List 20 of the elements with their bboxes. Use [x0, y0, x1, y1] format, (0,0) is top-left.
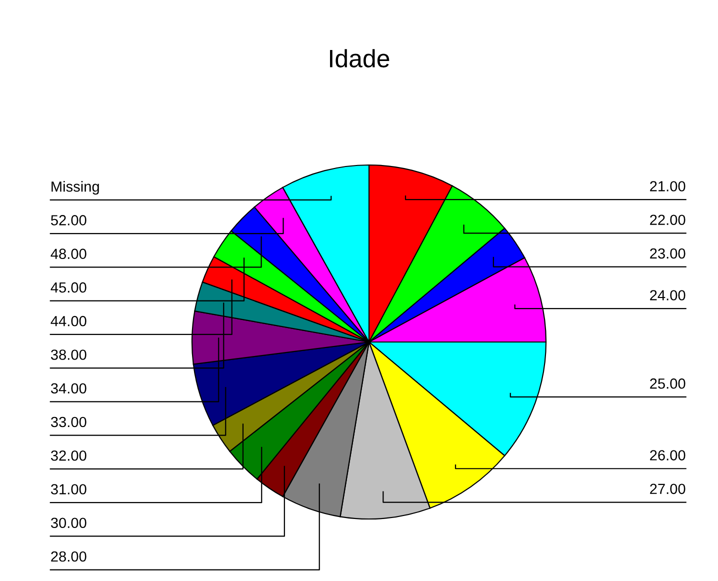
slice-label: Missing: [52, 181, 99, 195]
slice-label: 48.00: [50, 248, 86, 259]
slice-label: 25.00: [650, 378, 686, 389]
slice-label: 31.00: [50, 484, 86, 494]
chart-title: Idade: [330, 49, 390, 68]
slice-label: 32.00: [50, 450, 86, 461]
slice-label: 22.00: [650, 214, 686, 226]
slice-label: 34.00: [50, 383, 86, 394]
slice-label: 27.00: [650, 484, 686, 494]
slice-label: 21.00: [650, 181, 686, 192]
slice-label: 23.00: [650, 248, 686, 259]
slice-label: 28.00: [51, 551, 86, 562]
slice-label: 52.00: [50, 215, 86, 226]
slice-label: 45.00: [50, 282, 86, 293]
slice-label: 38.00: [50, 350, 86, 360]
slice-label: 44.00: [50, 316, 86, 326]
slice-label: 30.00: [50, 518, 86, 528]
slice-label: 33.00: [50, 416, 86, 428]
slice-label: 24.00: [650, 290, 686, 300]
slice-label: 26.00: [650, 450, 686, 460]
